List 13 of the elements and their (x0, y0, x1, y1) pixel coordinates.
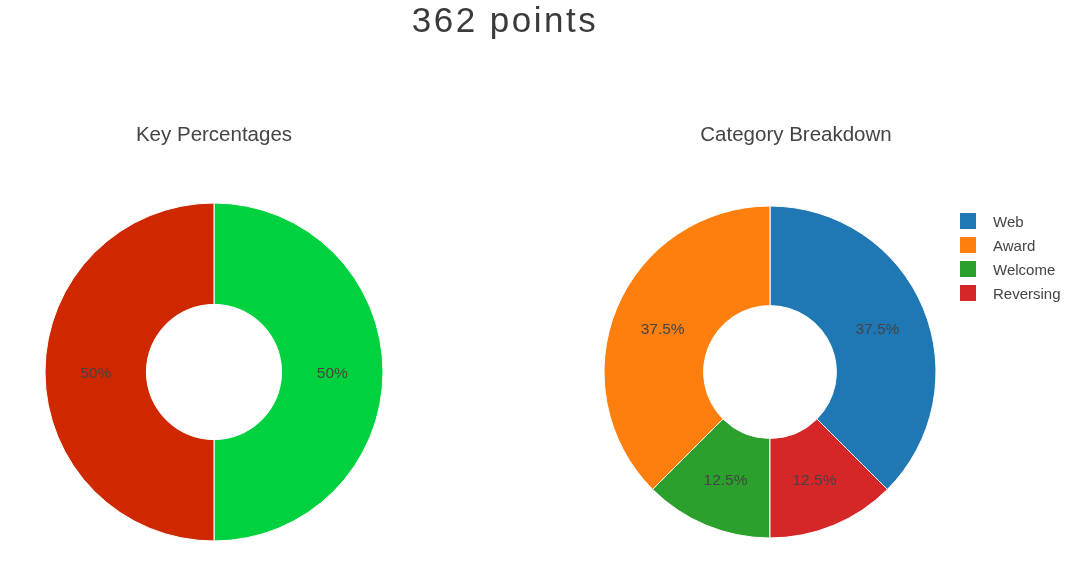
data-label: 50% (80, 363, 112, 381)
data-label: 12.5% (792, 470, 837, 488)
chart-title: Key Percentages (135, 122, 293, 145)
legend-label: Award (993, 236, 1036, 254)
text: 362 points (411, 0, 599, 39)
data-label: 37.5% (855, 319, 900, 337)
legend-label: Web (993, 212, 1024, 230)
data-label: 37.5% (640, 319, 685, 337)
legend-label: Reversing (993, 284, 1061, 302)
chart-title: Category Breakdown (700, 122, 892, 145)
data-label: 12.5% (703, 470, 748, 488)
data-label: 50% (316, 363, 349, 381)
legend-label: Welcome (993, 260, 1056, 278)
